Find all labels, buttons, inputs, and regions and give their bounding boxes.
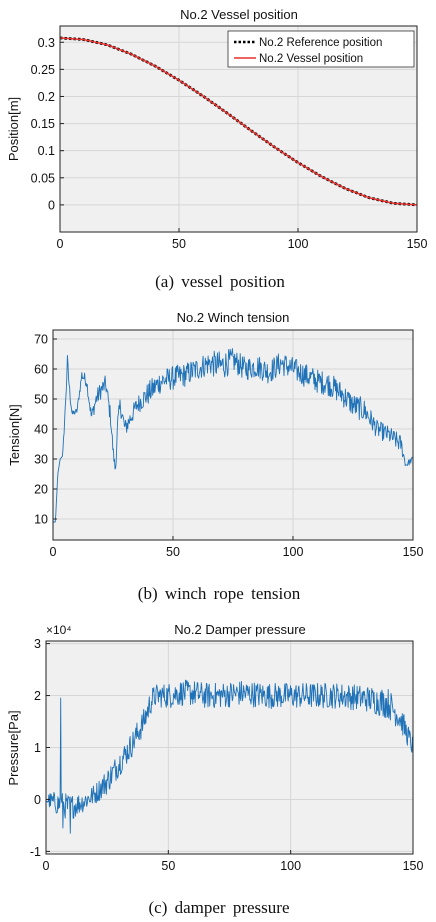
series-lines [53, 348, 414, 523]
series-lines [59, 36, 418, 207]
y-tick-label: 70 [34, 333, 48, 347]
y-tick-label: 0 [34, 793, 41, 807]
series-line-1 [46, 679, 414, 834]
axes: 0 50 100 150 0 0.05 0.1 0.15 0.2 0.25 0.3 [31, 36, 428, 251]
axes: 0 50 100 150 10 20 30 40 50 60 70 [34, 333, 423, 560]
plot-frame [52, 329, 414, 541]
y-axis-label: Tension[N] [7, 404, 22, 465]
y-tick-label: 2 [34, 689, 41, 703]
y-tick-label: 0.1 [38, 144, 55, 158]
y-tick-label: 30 [34, 453, 48, 467]
y-tick-label: 10 [34, 513, 48, 527]
series-line-1 [53, 348, 414, 523]
x-tick-label: 100 [280, 859, 301, 873]
x-tick-label: 150 [407, 237, 428, 251]
x-tick-label: 0 [57, 237, 64, 251]
x-tick-label: 150 [403, 545, 424, 559]
legend: No.2 Reference position No.2 Vessel posi… [227, 30, 415, 68]
x-tick-label: 150 [403, 859, 424, 873]
y-axis-label: Pressure[Pa] [6, 710, 21, 785]
y-tick-label: 0 [48, 198, 55, 212]
y-tick-label: -1 [30, 845, 41, 859]
caption-c: (c) damper pressure [149, 898, 290, 917]
winch-tension-chart: No.2 Winch tension 0 50 100 150 10 20 30 40 50 60… [7, 310, 423, 603]
y-tick-label: 40 [34, 423, 48, 437]
x-tick-label: 0 [43, 859, 50, 873]
y-exponent-label: ×10⁴ [46, 623, 72, 637]
series-line-2 [59, 37, 418, 206]
y-tick-label: 0.15 [31, 117, 55, 131]
x-tick-label: 100 [288, 237, 309, 251]
x-tick-label: 100 [283, 545, 304, 559]
x-tick-label: 50 [172, 237, 186, 251]
legend-box [227, 30, 415, 68]
y-axis-label: Position[m] [6, 97, 21, 161]
y-tick-label: 0.25 [31, 63, 55, 77]
legend-label-reference: No.2 Reference position [259, 37, 382, 49]
damper-pressure-chart: ×10⁴ No.2 Damper pressure 0 50 100 150-1012… [6, 622, 423, 917]
legend-label-vessel: No.2 Vessel position [259, 53, 363, 65]
plot-frame [59, 25, 418, 233]
caption-a: (a) vessel position [155, 272, 285, 291]
y-tick-label: 50 [34, 393, 48, 407]
chart-title: No.2 Vessel position [180, 7, 298, 22]
y-tick-label: 3 [34, 637, 41, 651]
vessel-position-chart: No.2 Vessel position 0 50 100 150 0 0.05 0.1 0.… [6, 7, 427, 291]
chart-title: No.2 Damper pressure [174, 622, 306, 637]
y-tick-label: 0.3 [38, 36, 55, 50]
x-tick-label: 50 [161, 859, 175, 873]
y-tick-label: 1 [34, 741, 41, 755]
y-tick-label: 0.05 [31, 171, 55, 185]
y-tick-label: 0.2 [38, 90, 55, 104]
caption-b: (b) winch rope tension [138, 584, 301, 603]
chart-title: No.2 Winch tension [177, 310, 290, 325]
series-lines [46, 679, 414, 834]
plot-area [53, 330, 413, 540]
y-tick-label: 60 [34, 363, 48, 377]
x-tick-label: 0 [50, 545, 57, 559]
y-tick-label: 20 [34, 483, 48, 497]
x-tick-label: 50 [166, 545, 180, 559]
